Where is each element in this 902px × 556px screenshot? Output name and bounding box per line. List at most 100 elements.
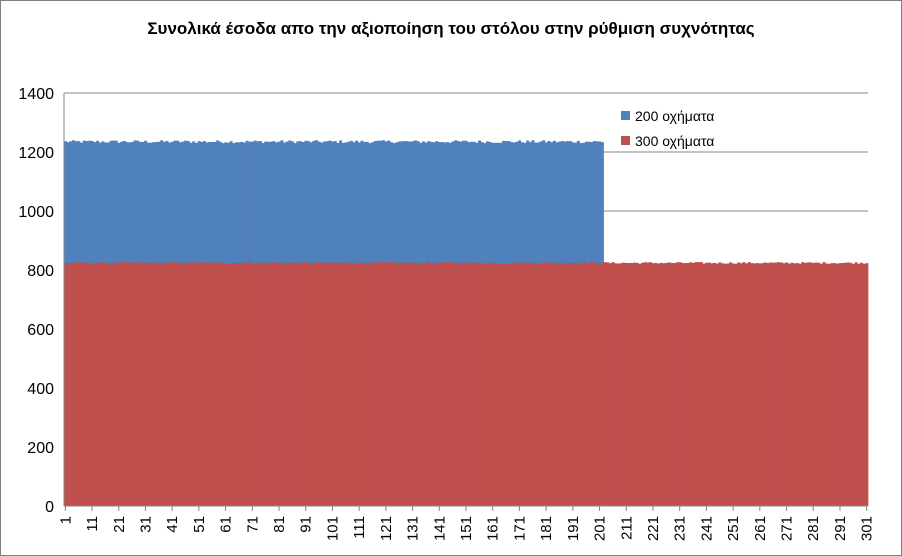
x-tick-label: 301 bbox=[859, 516, 876, 541]
bar bbox=[504, 263, 508, 506]
bar bbox=[307, 262, 311, 506]
bar bbox=[579, 263, 583, 506]
bar bbox=[758, 263, 762, 506]
bar bbox=[534, 263, 538, 506]
x-tick-label: 221 bbox=[645, 516, 662, 541]
bar bbox=[333, 262, 337, 506]
bar bbox=[242, 263, 246, 506]
bar bbox=[584, 263, 588, 506]
bar bbox=[395, 262, 399, 506]
bar bbox=[862, 263, 866, 506]
bar bbox=[849, 262, 853, 506]
x-tick-label: 81 bbox=[271, 516, 288, 533]
bar bbox=[96, 263, 100, 506]
bar bbox=[675, 262, 679, 506]
bar bbox=[80, 262, 84, 506]
bar bbox=[630, 262, 634, 506]
bar bbox=[82, 263, 86, 506]
bar bbox=[635, 262, 639, 506]
bar bbox=[774, 262, 778, 506]
bar bbox=[731, 263, 735, 506]
bar bbox=[664, 262, 669, 506]
bar bbox=[445, 262, 449, 506]
bar bbox=[552, 262, 556, 506]
bar bbox=[542, 262, 546, 506]
bar bbox=[782, 263, 786, 506]
x-tick-label: 21 bbox=[111, 516, 128, 533]
bar bbox=[368, 263, 372, 506]
bar bbox=[264, 262, 268, 506]
bar bbox=[750, 263, 754, 506]
bar bbox=[283, 263, 287, 506]
bar bbox=[683, 263, 687, 506]
bar bbox=[275, 263, 279, 506]
bar bbox=[742, 262, 746, 506]
bar bbox=[643, 262, 647, 506]
bar bbox=[234, 262, 238, 506]
bar bbox=[507, 263, 511, 506]
bar bbox=[526, 262, 530, 506]
bar bbox=[277, 262, 281, 506]
bar bbox=[467, 262, 471, 506]
bar bbox=[200, 262, 204, 506]
bar bbox=[109, 263, 113, 506]
series-2 bbox=[64, 262, 869, 506]
bar bbox=[718, 262, 722, 506]
bar bbox=[336, 262, 340, 506]
bar bbox=[785, 262, 789, 506]
bar bbox=[157, 262, 161, 506]
bar bbox=[576, 263, 580, 506]
bar bbox=[181, 263, 185, 506]
bar bbox=[632, 262, 636, 506]
x-tick-label: 61 bbox=[218, 516, 235, 533]
legend-swatch bbox=[621, 136, 630, 145]
bar bbox=[424, 263, 428, 506]
y-tick-label: 1400 bbox=[18, 86, 54, 103]
bar bbox=[563, 263, 567, 506]
bar bbox=[373, 262, 377, 506]
bar bbox=[814, 262, 818, 506]
bar bbox=[830, 263, 834, 506]
bar bbox=[138, 263, 142, 506]
bar bbox=[168, 262, 172, 506]
bar bbox=[400, 262, 404, 506]
bar bbox=[595, 263, 599, 506]
bar bbox=[258, 262, 263, 506]
bar bbox=[667, 262, 671, 506]
bar bbox=[603, 262, 607, 506]
bar bbox=[453, 263, 458, 506]
bar bbox=[627, 263, 631, 506]
x-tick-label: 261 bbox=[752, 516, 769, 541]
bar bbox=[101, 262, 105, 506]
bar bbox=[64, 263, 68, 506]
x-tick-label: 291 bbox=[832, 516, 849, 541]
bar bbox=[614, 263, 618, 506]
bar bbox=[205, 262, 209, 506]
bar bbox=[550, 263, 554, 506]
bar bbox=[309, 263, 313, 506]
bar bbox=[432, 263, 436, 506]
bar bbox=[737, 262, 741, 506]
bar bbox=[328, 262, 332, 506]
x-tick-label: 171 bbox=[511, 516, 528, 541]
bar bbox=[280, 262, 284, 506]
bar bbox=[574, 263, 578, 506]
bar bbox=[571, 263, 575, 506]
bar bbox=[811, 262, 815, 506]
bar bbox=[656, 263, 661, 506]
bar bbox=[600, 263, 604, 506]
x-tick-label: 281 bbox=[805, 516, 822, 541]
bar bbox=[801, 262, 805, 506]
bar bbox=[384, 262, 388, 506]
bar bbox=[133, 262, 137, 506]
bar bbox=[702, 263, 706, 506]
bar bbox=[779, 262, 783, 506]
bar bbox=[173, 262, 177, 506]
bar bbox=[344, 262, 348, 506]
bar bbox=[459, 262, 463, 506]
bar bbox=[245, 262, 249, 506]
bar bbox=[440, 263, 444, 506]
bar bbox=[389, 262, 393, 506]
x-tick-label: 151 bbox=[458, 516, 475, 541]
